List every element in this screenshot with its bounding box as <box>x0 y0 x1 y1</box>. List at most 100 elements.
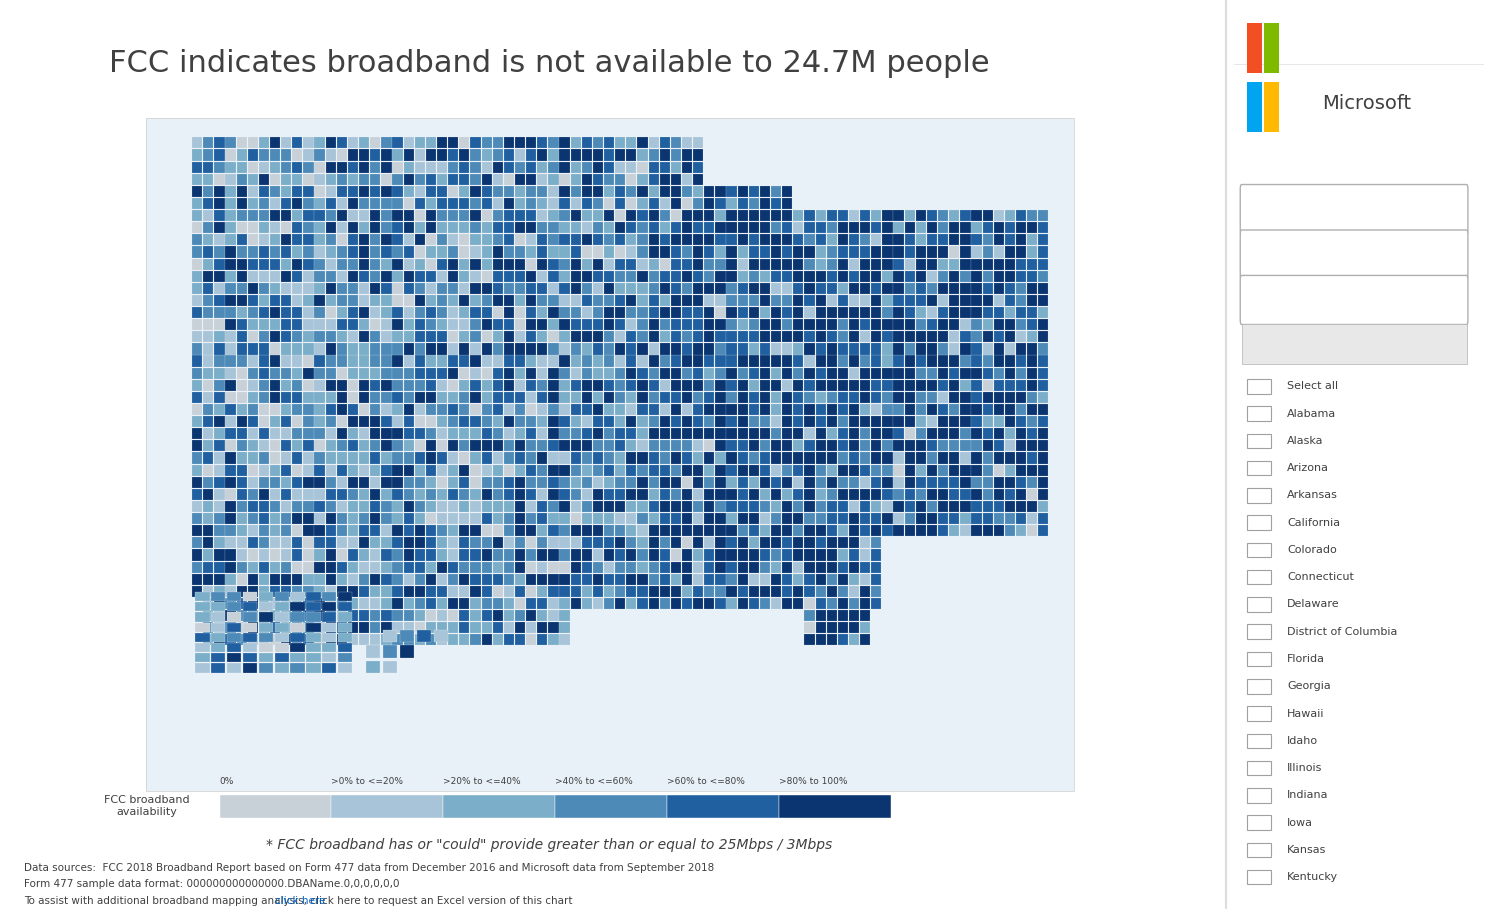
Bar <box>470 137 481 148</box>
Bar <box>426 344 436 355</box>
Bar <box>671 319 682 330</box>
Bar <box>527 549 536 561</box>
Bar <box>949 331 960 343</box>
Bar <box>482 489 491 500</box>
Bar <box>426 331 436 343</box>
Bar <box>426 210 436 221</box>
Bar <box>381 331 391 343</box>
Bar <box>693 174 704 185</box>
Bar <box>437 222 448 234</box>
Bar <box>860 622 870 634</box>
Bar <box>994 307 1004 318</box>
Bar <box>815 404 826 415</box>
Bar <box>637 307 647 318</box>
Text: Iowa: Iowa <box>1287 817 1312 828</box>
Bar <box>870 392 881 403</box>
Bar <box>470 185 481 197</box>
Bar <box>994 283 1004 294</box>
Bar <box>783 464 793 475</box>
Bar <box>915 246 926 257</box>
Bar <box>493 355 503 366</box>
Bar <box>259 525 269 536</box>
Bar <box>290 592 305 601</box>
Bar <box>247 513 257 524</box>
Bar <box>548 622 558 634</box>
Bar <box>348 246 359 257</box>
Bar <box>693 549 704 561</box>
Bar <box>838 549 848 561</box>
Bar <box>738 428 748 439</box>
Bar <box>426 174 436 185</box>
Bar <box>626 137 637 148</box>
Bar <box>659 489 670 500</box>
Bar <box>515 319 525 330</box>
Bar <box>815 610 826 621</box>
Bar <box>548 367 558 379</box>
Bar <box>415 574 426 584</box>
Bar <box>838 392 848 403</box>
Bar <box>615 513 625 524</box>
Bar <box>527 489 536 500</box>
Bar <box>371 162 381 173</box>
Bar <box>582 476 592 488</box>
Bar <box>237 210 247 221</box>
Bar <box>827 271 836 282</box>
Bar <box>504 367 513 379</box>
Bar <box>204 428 213 439</box>
Bar <box>850 574 859 584</box>
Bar <box>214 574 225 584</box>
Bar <box>460 404 470 415</box>
Bar <box>1004 258 1015 270</box>
Bar <box>336 537 347 548</box>
Bar <box>827 476 836 488</box>
Text: Idaho: Idaho <box>1287 735 1318 746</box>
Bar <box>527 222 536 234</box>
Bar <box>548 174 558 185</box>
Bar <box>527 562 536 573</box>
Bar <box>592 185 603 197</box>
Bar <box>748 404 759 415</box>
Bar <box>994 440 1004 452</box>
Bar <box>838 222 848 234</box>
Bar <box>972 235 982 245</box>
Bar <box>760 428 771 439</box>
Bar <box>292 574 302 584</box>
Bar <box>237 319 247 330</box>
Bar <box>1039 295 1049 306</box>
Bar <box>448 562 458 573</box>
Bar <box>760 355 771 366</box>
Bar <box>336 440 347 452</box>
Bar <box>504 537 513 548</box>
Bar <box>704 598 714 609</box>
Bar <box>307 633 320 642</box>
Bar <box>716 235 726 245</box>
Bar <box>336 367 347 379</box>
Bar <box>915 440 926 452</box>
Bar <box>281 598 292 609</box>
Bar <box>243 643 257 653</box>
Bar <box>225 380 235 391</box>
Bar <box>860 355 870 366</box>
Bar <box>482 501 491 512</box>
Bar <box>1016 367 1027 379</box>
Bar <box>827 537 836 548</box>
Bar <box>493 440 503 452</box>
Bar <box>559 355 570 366</box>
Bar <box>247 355 257 366</box>
Bar <box>570 513 580 524</box>
Bar <box>403 344 414 355</box>
Bar <box>960 367 970 379</box>
Bar <box>982 222 992 234</box>
Bar <box>348 137 359 148</box>
Bar <box>850 380 859 391</box>
Bar <box>415 392 426 403</box>
Bar <box>937 235 948 245</box>
Bar <box>716 416 726 427</box>
Bar <box>570 137 580 148</box>
Bar <box>905 355 915 366</box>
Bar <box>281 246 292 257</box>
Bar <box>626 585 637 597</box>
Bar <box>192 549 202 561</box>
Bar <box>649 404 659 415</box>
Bar <box>682 489 692 500</box>
